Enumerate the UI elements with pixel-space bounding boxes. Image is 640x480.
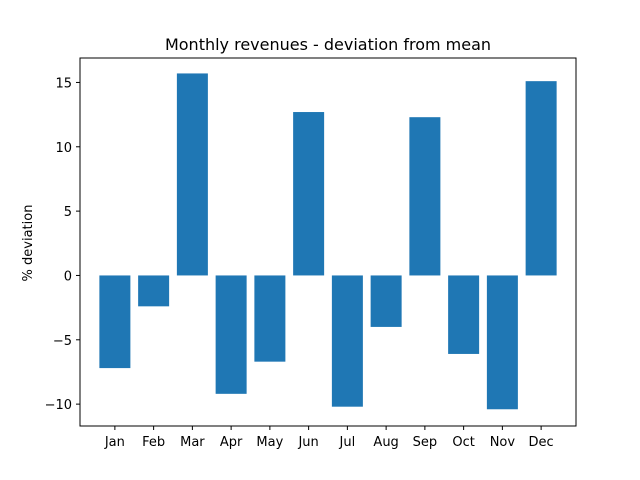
x-tick-label-jul: Jul xyxy=(339,435,356,450)
bar-jun xyxy=(293,112,325,276)
x-tick-label-jun: Jun xyxy=(297,435,318,450)
y-tick-label-1: −5 xyxy=(53,334,72,349)
bar-aug xyxy=(370,275,402,327)
bar-feb xyxy=(138,275,170,307)
axes-frame xyxy=(79,57,577,427)
x-tick-label-mar: Mar xyxy=(180,435,205,450)
bar-mar xyxy=(176,73,208,276)
x-tick-label-aug: Aug xyxy=(373,435,398,450)
x-tick-label-apr: Apr xyxy=(220,435,243,450)
plot-area: Jan Feb Mar Apr May Jun Jul Aug Sep Oct Nov Dec −10 −… xyxy=(45,57,577,450)
bar-dec xyxy=(525,81,557,276)
y-tick-label-4: 10 xyxy=(55,141,72,156)
y-tick-label-5: 15 xyxy=(55,76,72,91)
x-tick-label-oct: Oct xyxy=(452,435,474,450)
y-tick-label-3: 5 xyxy=(64,205,72,220)
y-tick-label-2: 0 xyxy=(64,269,72,284)
x-tick-label-may: May xyxy=(256,435,283,450)
bar-may xyxy=(254,275,286,362)
x-tick-label-dec: Dec xyxy=(529,435,554,450)
bar-oct xyxy=(448,275,480,354)
bar-jul xyxy=(331,275,363,407)
bar-apr xyxy=(215,275,247,394)
x-tick-label-jan: Jan xyxy=(104,435,125,450)
y-axis-label: % deviation xyxy=(21,205,36,282)
x-tick-label-sep: Sep xyxy=(413,435,438,450)
chart-title: Monthly revenues - deviation from mean xyxy=(165,35,491,54)
bar-jan xyxy=(99,275,131,369)
y-tick-label-0: −10 xyxy=(45,398,72,413)
x-tick-label-nov: Nov xyxy=(490,435,516,450)
bar-sep xyxy=(409,117,441,276)
bar-nov xyxy=(486,275,518,410)
x-tick-label-feb: Feb xyxy=(142,435,165,450)
